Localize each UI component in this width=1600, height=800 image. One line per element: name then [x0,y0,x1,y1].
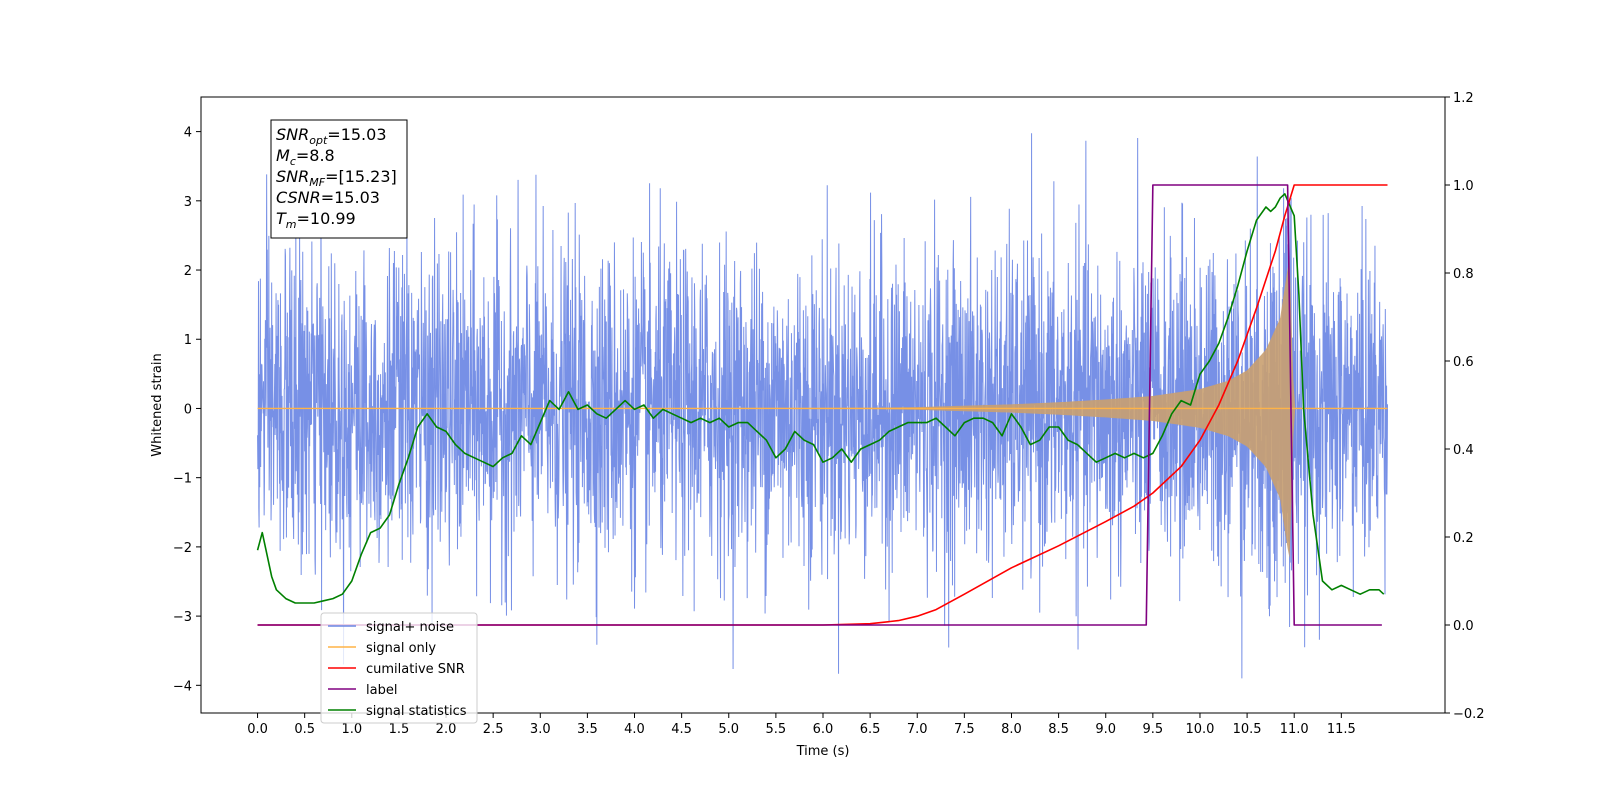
x-tick-label: 7.5 [954,722,975,737]
legend-label: signal statistics [366,704,467,719]
x-tick-label: 4.5 [671,722,692,737]
x-tick-label: 10.5 [1233,722,1262,737]
y-tick-label: 2 [184,264,192,279]
y2-tick-label: 1.2 [1453,91,1474,106]
legend-label: cumilative SNR [366,662,465,677]
legend-label: signal+ noise [366,620,454,635]
x-tick-label: 3.0 [530,722,551,737]
x-axis-label: Time (s) [796,744,850,759]
x-tick-label: 5.0 [718,722,739,737]
x-tick-label: 2.5 [483,722,504,737]
info-box: SNRopt=15.03Mc=8.8SNRMF=[15.23]CSNR=15.0… [270,119,408,239]
x-tick-label: 9.5 [1143,722,1164,737]
y2-tick-label: 0.2 [1453,531,1474,546]
series-label-line [257,184,1382,626]
y-tick-label: 0 [184,402,192,417]
y-tick-label: 3 [184,195,192,210]
series-signal-statistics-line [256,193,1385,604]
y2-tick-label: −0.2 [1453,707,1485,722]
y-tick-label: −3 [173,610,192,625]
info-line: SNRMF=[15.23] [276,167,397,189]
x-tick-label: 11.0 [1280,722,1309,737]
series-cumulative-snr-line [257,184,1388,626]
x-tick-label: 2.0 [436,722,457,737]
y-tick-label: −1 [173,472,192,487]
info-line: CSNR=15.03 [276,188,380,207]
legend-label: signal only [366,641,436,656]
info-line: Tm=10.99 [276,209,356,231]
y-axis-label: Whitened strain [150,353,165,456]
x-tick-label: 1.5 [389,722,410,737]
legend-label: label [366,683,397,698]
y-tick-label: 1 [184,333,192,348]
x-tick-label: 1.0 [341,722,362,737]
x-tick-label: 6.5 [860,722,881,737]
x-tick-label: 8.0 [1001,722,1022,737]
y2-tick-label: 0.8 [1453,267,1474,282]
y-tick-label: −4 [173,679,192,694]
x-tick-label: 10.0 [1185,722,1214,737]
y2-tick-label: 0.4 [1453,443,1474,458]
legend-frame [320,612,478,724]
y2-tick-label: 1.0 [1453,179,1474,194]
x-tick-label: 8.5 [1048,722,1069,737]
legend: signal+ noise signal only cumilative SNR la… [320,612,478,724]
x-tick-label: 0.5 [294,722,315,737]
x-tick-label: 11.5 [1327,722,1356,737]
x-tick-label: 7.0 [907,722,928,737]
info-line: SNRopt=15.03 [276,125,387,147]
x-tick-label: 6.0 [813,722,834,737]
x-tick-label: 4.0 [624,722,645,737]
x-tick-label: 0.0 [247,722,268,737]
y2-tick-label: 0.0 [1453,619,1474,634]
y2-tick-label: 0.6 [1453,355,1474,370]
info-box-frame [270,119,408,239]
x-tick-label: 3.5 [577,722,598,737]
x-tick-label: 5.5 [766,722,787,737]
y-tick-label: 4 [184,126,192,141]
y-tick-label: −2 [173,541,192,556]
axes-layer: 0.0 0.5 1.0 1.5 2.0 2.5 3.0 3.5 4.0 4.5 5.0 5.5 6.0 6… [173,91,1485,737]
plot-layer [256,133,1389,679]
info-line: Mc=8.8 [276,146,335,168]
x-tick-label: 9.0 [1095,722,1116,737]
